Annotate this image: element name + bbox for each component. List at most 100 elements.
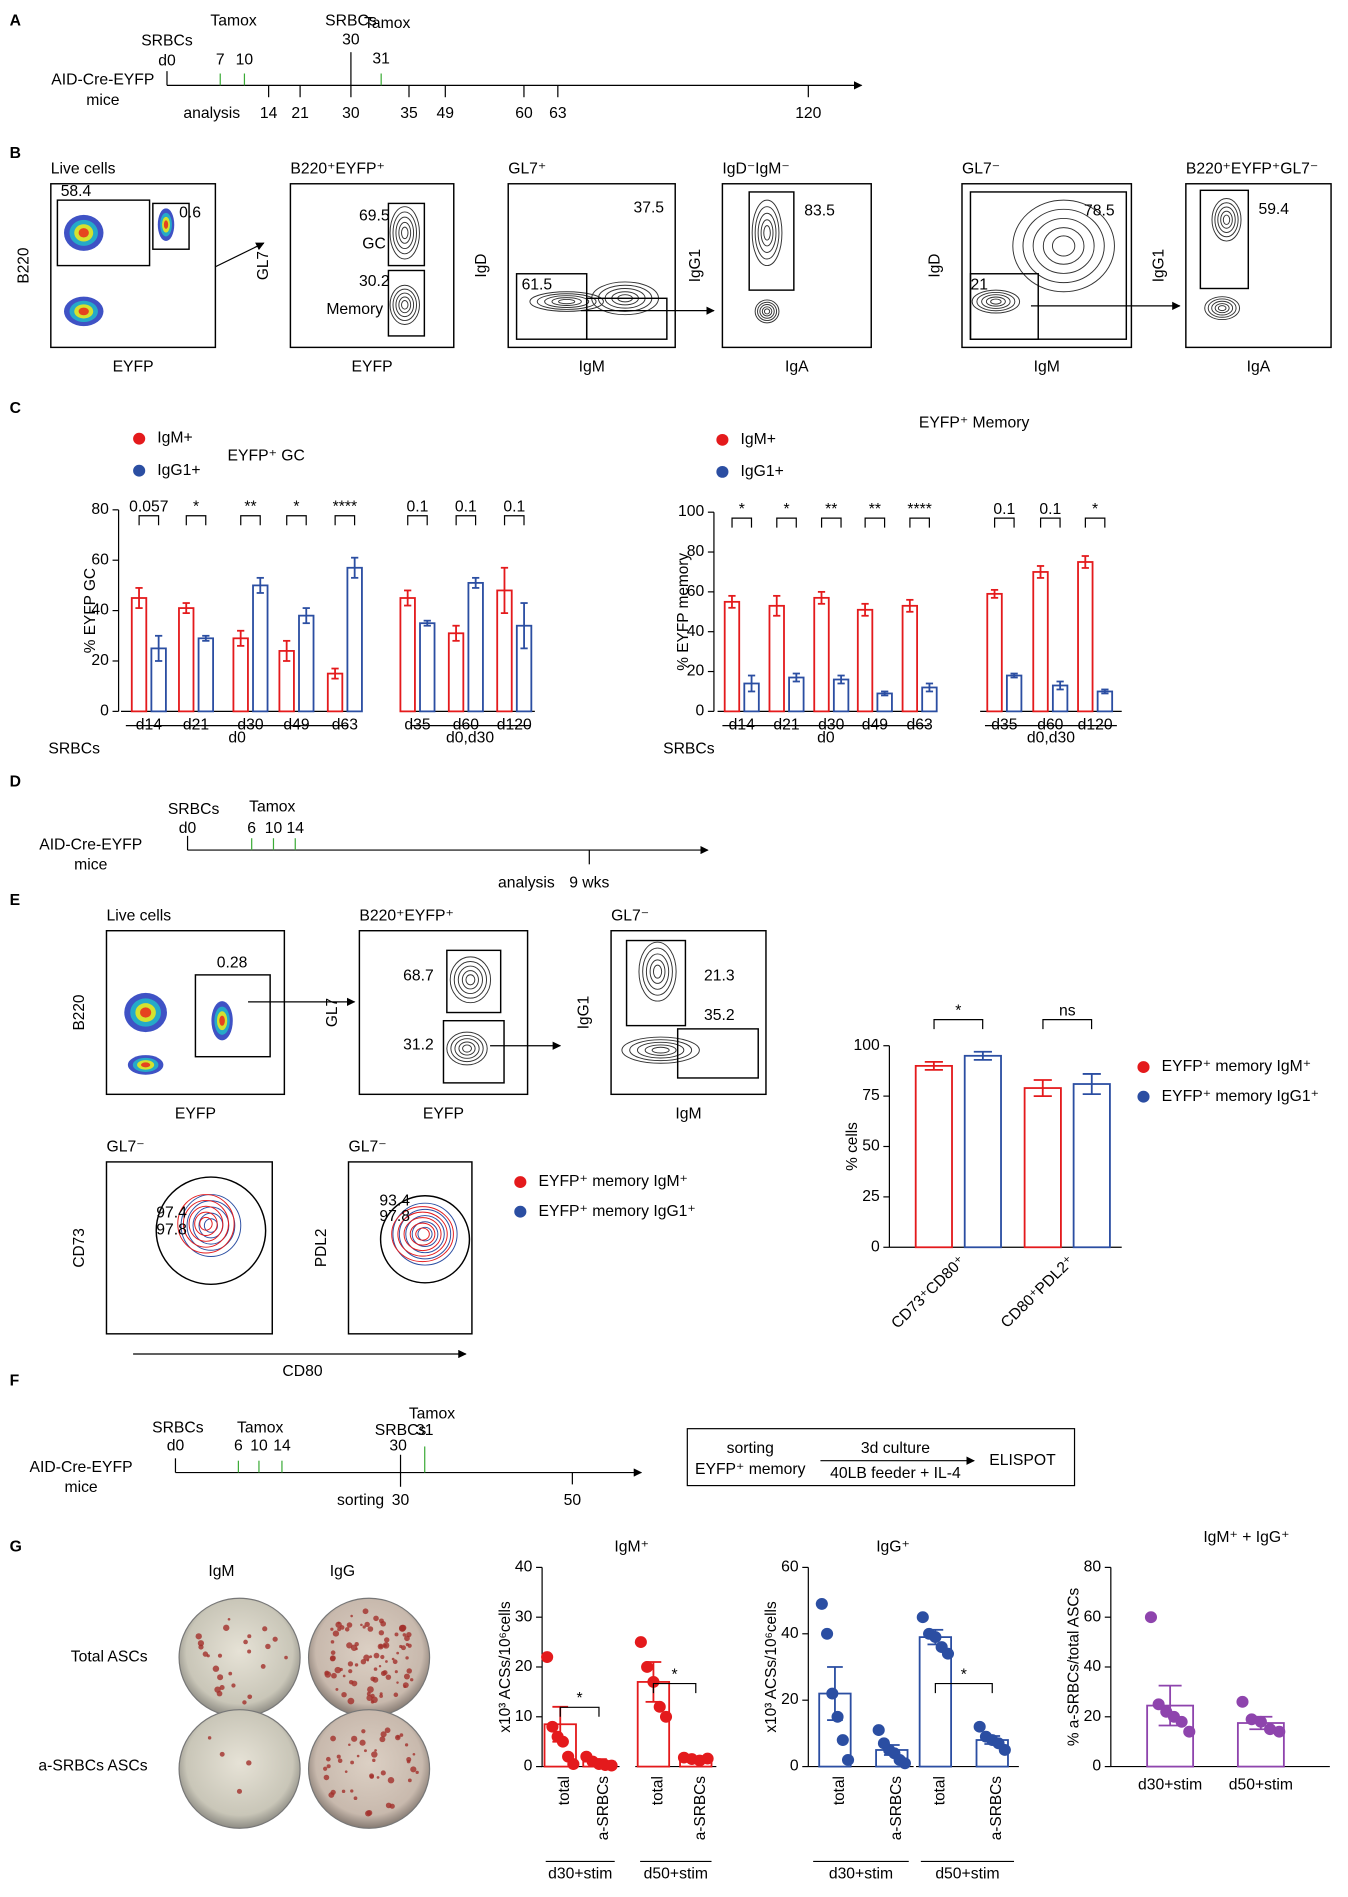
panel-letter: E bbox=[10, 892, 20, 909]
contour bbox=[1012, 199, 1115, 293]
significance-label: * bbox=[672, 1666, 678, 1683]
significance-bracket bbox=[138, 515, 160, 526]
contour bbox=[462, 1044, 472, 1053]
spot bbox=[396, 1681, 399, 1684]
spot bbox=[372, 1758, 376, 1763]
flow-frame bbox=[50, 183, 217, 349]
spot bbox=[406, 1668, 412, 1674]
gate bbox=[387, 202, 426, 267]
spot bbox=[373, 1652, 380, 1659]
contour bbox=[465, 974, 476, 986]
legend-dot bbox=[133, 432, 146, 445]
spot bbox=[246, 1760, 252, 1766]
point bbox=[973, 1720, 986, 1733]
error-bar bbox=[881, 690, 889, 697]
gate-value: 37.5 bbox=[633, 200, 664, 217]
group-label: d0 bbox=[228, 730, 246, 747]
y-tick-label: 80 bbox=[1084, 1559, 1102, 1576]
spot bbox=[394, 1632, 399, 1637]
x-tick-label: total bbox=[831, 1776, 848, 1805]
point bbox=[647, 1675, 660, 1688]
spot bbox=[356, 1754, 360, 1758]
bar bbox=[788, 676, 805, 713]
contour bbox=[981, 294, 1011, 309]
y-tick-label: 40 bbox=[91, 602, 109, 619]
y-tick-label: 10 bbox=[515, 1708, 533, 1725]
significance-bracket bbox=[407, 515, 428, 526]
contour bbox=[450, 1034, 484, 1063]
label: 9 wks bbox=[569, 874, 609, 891]
spot bbox=[369, 1655, 373, 1659]
spot bbox=[330, 1650, 336, 1655]
density bbox=[78, 307, 89, 316]
contour bbox=[759, 304, 775, 319]
spot bbox=[243, 1639, 248, 1645]
error-bar bbox=[155, 634, 163, 662]
x-axis-label: EYFP bbox=[113, 359, 154, 376]
significance-label: 0.1 bbox=[1039, 501, 1061, 518]
panel-letter: G bbox=[10, 1538, 22, 1555]
significance-bracket bbox=[731, 517, 753, 528]
label: 3d culture bbox=[861, 1440, 930, 1457]
spot bbox=[347, 1661, 354, 1667]
contour bbox=[760, 219, 774, 247]
gate bbox=[194, 974, 271, 1058]
significance-label: * bbox=[739, 501, 745, 518]
x-axis-label: IgA bbox=[1247, 359, 1271, 376]
gate-value: 69.5 bbox=[359, 208, 390, 225]
spot bbox=[212, 1665, 220, 1672]
spot bbox=[383, 1644, 387, 1648]
label: a-SRBCs ASCs bbox=[38, 1758, 147, 1775]
label: analysis bbox=[183, 105, 240, 122]
label: sorting bbox=[727, 1440, 774, 1457]
error-bar bbox=[728, 594, 736, 609]
error-bar bbox=[135, 587, 143, 609]
bar bbox=[419, 622, 436, 713]
spot bbox=[342, 1674, 346, 1678]
significance-bracket bbox=[185, 515, 207, 526]
spot bbox=[339, 1667, 343, 1672]
significance-bracket bbox=[994, 517, 1015, 528]
spot bbox=[364, 1621, 370, 1628]
spot bbox=[344, 1627, 350, 1632]
error-bar bbox=[861, 602, 869, 617]
spot bbox=[197, 1640, 205, 1647]
contour bbox=[458, 1041, 476, 1056]
contour bbox=[1222, 214, 1231, 225]
legend-label: EYFP⁺ memory IgM⁺ bbox=[538, 1173, 687, 1190]
spot bbox=[389, 1803, 395, 1809]
spot bbox=[407, 1778, 412, 1783]
point bbox=[634, 1636, 647, 1649]
error-bar bbox=[283, 639, 291, 662]
spot bbox=[376, 1776, 380, 1779]
group-label: d50+stim bbox=[644, 1866, 708, 1883]
label: 14 bbox=[273, 1438, 291, 1455]
significance-label: * bbox=[783, 501, 789, 518]
contour bbox=[405, 1215, 445, 1254]
gate-arrow bbox=[215, 242, 265, 268]
label: IgG bbox=[330, 1563, 355, 1580]
contour bbox=[754, 299, 780, 324]
contour bbox=[461, 970, 479, 990]
bar bbox=[723, 600, 741, 713]
error-bar bbox=[302, 607, 310, 625]
spot bbox=[392, 1659, 398, 1665]
x-tick-label: d30+stim bbox=[1138, 1777, 1202, 1794]
group-label: d0,d30 bbox=[446, 730, 494, 747]
bar bbox=[197, 637, 214, 713]
spot bbox=[373, 1667, 378, 1671]
label: Tamox bbox=[409, 1406, 456, 1423]
spot bbox=[217, 1674, 224, 1681]
spot bbox=[379, 1736, 386, 1743]
label: 31 bbox=[372, 50, 389, 67]
y-tick-label: 40 bbox=[515, 1559, 533, 1576]
contour bbox=[1211, 300, 1234, 316]
significance-bracket bbox=[1039, 517, 1061, 528]
point bbox=[1236, 1695, 1249, 1708]
label: Tamox bbox=[249, 799, 296, 816]
legend-label: EYFP⁺ memory IgM⁺ bbox=[1162, 1058, 1311, 1075]
significance-label: ** bbox=[869, 501, 881, 518]
point bbox=[1245, 1713, 1258, 1726]
x-axis-label: EYFP bbox=[352, 359, 393, 376]
y-tick-label: 60 bbox=[687, 583, 705, 600]
